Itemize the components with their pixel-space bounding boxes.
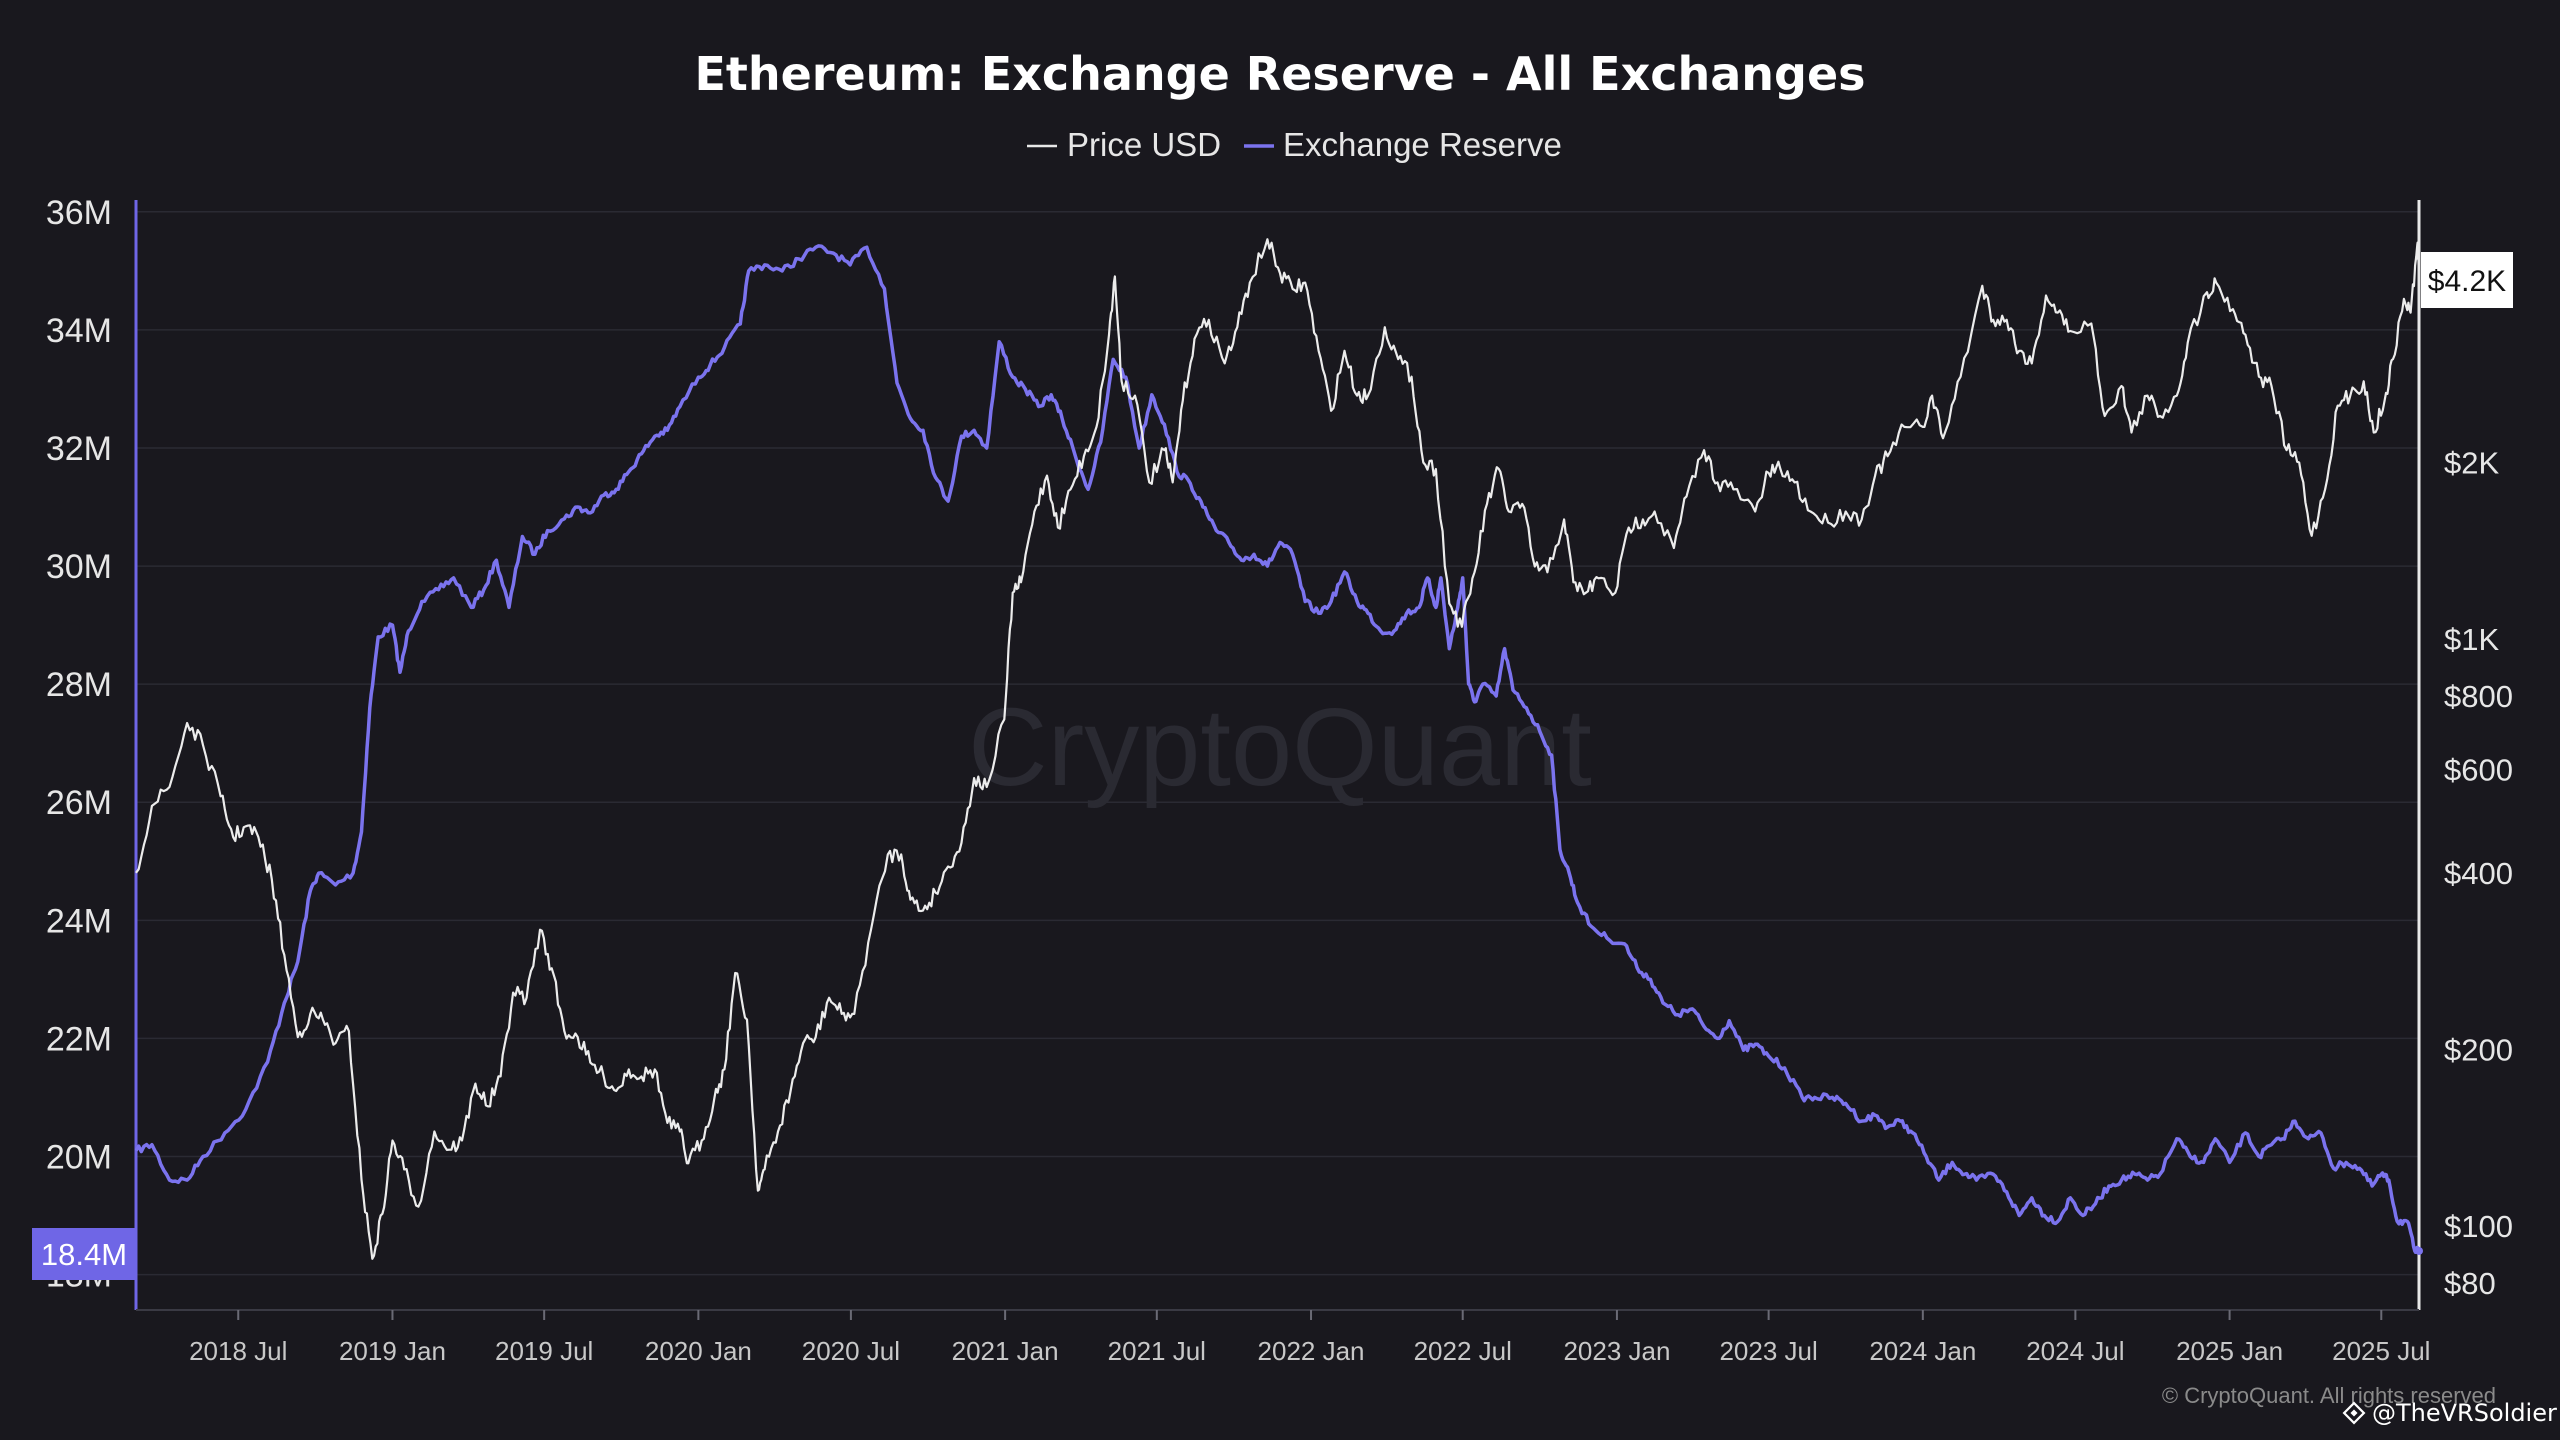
x-tick-label: 2024 Jul <box>2026 1336 2124 1366</box>
y-left-tick-label: 26M <box>46 784 112 822</box>
y-left-tick-label: 30M <box>46 548 112 586</box>
y-right-tick-label: $80 <box>2444 1266 2496 1301</box>
x-tick-label: 2023 Jan <box>1563 1336 1670 1366</box>
x-tick-label: 2022 Jan <box>1258 1336 1365 1366</box>
y-right-tick-label: $1K <box>2444 622 2499 657</box>
x-tick-label: 2023 Jul <box>1719 1336 1817 1366</box>
author-handle[interactable]: @TheVRSoldier <box>2342 1399 2557 1427</box>
series-line-price-usd <box>135 238 2420 1260</box>
badge-bg-price <box>2421 252 2513 308</box>
watermark: CryptoQuant <box>968 686 1592 809</box>
y-left-tick-label: 20M <box>46 1138 112 1176</box>
badge-bg-reserve <box>32 1228 136 1280</box>
y-left-tick-label: 22M <box>46 1020 112 1058</box>
legend[interactable]: Price USD Exchange Reserve <box>1027 126 1562 163</box>
x-tick-label: 2018 Jul <box>189 1336 287 1366</box>
left-y-axis: 18M20M22M24M26M28M30M32M34M36M <box>46 194 112 1295</box>
y-left-tick-label: 32M <box>46 430 112 468</box>
y-right-tick-label: $600 <box>2444 752 2513 787</box>
x-tick-label: 2025 Jan <box>2176 1336 2283 1366</box>
y-right-tick-label: $400 <box>2444 856 2513 891</box>
y-right-tick-label: $200 <box>2444 1033 2513 1068</box>
x-tick-label: 2024 Jan <box>1869 1336 1976 1366</box>
legend-label-exchange-reserve: Exchange Reserve <box>1283 126 1562 163</box>
y-left-tick-label: 34M <box>46 312 112 350</box>
x-axis: 2018 Jul 2019 Jan 2019 Jul 2020 Jan 2020 Jul… <box>189 1310 2430 1366</box>
x-tick-label: 2021 Jan <box>952 1336 1059 1366</box>
y-left-tick-label: 36M <box>46 194 112 232</box>
legend-item-price[interactable]: Price USD <box>1027 126 1221 163</box>
y-right-tick-label: $100 <box>2444 1209 2513 1244</box>
x-tick-label: 2019 Jan <box>339 1336 446 1366</box>
y-left-tick-label: 28M <box>46 666 112 704</box>
legend-label-price: Price USD <box>1067 126 1221 163</box>
right-y-axis: $80 $100 $200 $400 $600 $800 $1K $2K <box>2444 445 2513 1301</box>
x-tick-label: 2021 Jul <box>1108 1336 1206 1366</box>
chart-title: Ethereum: Exchange Reserve - All Exchang… <box>694 47 1865 101</box>
x-tick-label: 2025 Jul <box>2332 1336 2430 1366</box>
current-price-label: $4.2K <box>2428 265 2506 298</box>
author-handle-text: @TheVRSoldier <box>2372 1399 2557 1427</box>
y-right-tick-label: $800 <box>2444 679 2513 714</box>
x-tick-label: 2022 Jul <box>1414 1336 1512 1366</box>
copyright-credit: © CryptoQuant. All rights reserved <box>2162 1383 2496 1408</box>
current-value-badge-price: $4.2K <box>2421 252 2513 308</box>
current-value-badge-reserve: 18.4M <box>32 1228 136 1280</box>
x-tick-label: 2020 Jan <box>645 1336 752 1366</box>
x-tick-label: 2019 Jul <box>495 1336 593 1366</box>
y-left-tick-label: 24M <box>46 902 112 940</box>
current-reserve-label: 18.4M <box>41 1237 127 1272</box>
series-line-exchange-reserve <box>134 244 2421 1255</box>
legend-item-exchange-reserve[interactable]: Exchange Reserve <box>1244 126 1562 163</box>
series-end-marker-exchange-reserve <box>2415 1246 2423 1255</box>
y-right-tick-label: $2K <box>2444 445 2499 480</box>
x-tick-label: 2020 Jul <box>802 1336 900 1366</box>
